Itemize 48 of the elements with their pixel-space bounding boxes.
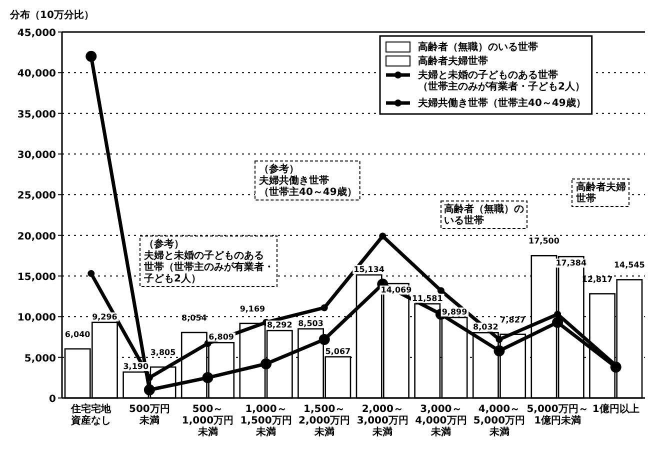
x-tick-label: 500～1,000万円未満 [182,404,234,438]
x-tick-label: 4,000～5,000万円未満 [473,404,526,438]
y-tick-label: 15,000 [17,272,56,283]
data-label: 9,169 [240,304,266,314]
data-label: 7,827 [500,315,526,324]
data-label: 14,545 [614,260,646,270]
data-label: 8,292 [266,320,292,330]
y-tick-label: 40,000 [17,68,56,80]
legend-label: 夫婦と未婚の子どものある世帯（世帯主のみが有業者・子ども2人） [417,69,585,92]
annotation: （参考）夫婦共働き世帯（世帯主40～49歳） [258,163,357,198]
y-tick-label: 20,000 [17,231,56,242]
data-label: 9,296 [92,312,118,322]
y-tick-label: 10,000 [17,312,56,324]
legend-label: 高齢者夫婦世帯 [418,55,488,67]
y-tick-label: 45,000 [17,28,56,39]
y-tick-label: 5,000 [24,353,56,364]
x-tick-label: 住宅宅地資産なし [70,403,112,426]
data-label: 11,581 [412,294,444,303]
annotation: 高齢者（無職）のいる世帯 [444,203,524,226]
y-tick-label: 30,000 [17,150,56,161]
annotation: 高齢者夫婦世帯 [575,181,626,204]
y-axis-title: 分布（10万分比） [9,9,94,21]
x-tick-label: 500万円未満 [129,404,170,426]
x-tick-label: 3,000～4,000万円未満 [415,404,467,438]
data-label: 9,899 [442,307,468,316]
x-tick-label: 1,000～1,500万円未満 [240,404,292,438]
data-label: 8,503 [298,318,324,328]
legend-label: 夫婦共働き世帯（世帯主40～49歳） [417,97,586,109]
data-label: 6,040 [64,330,91,339]
data-label: 5,067 [325,346,351,356]
x-tick-label: 1億円以上 [592,403,640,415]
data-label: 8,054 [182,313,208,322]
data-label: 8,032 [473,322,498,332]
x-tick-label: 2,000～3,000万円未満 [356,404,408,438]
data-label: 3,190 [123,362,149,372]
data-label: 17,384 [556,258,587,268]
y-tick-label: 25,000 [17,190,56,202]
y-tick-label: 0 [49,394,56,405]
y-tick-label: 35,000 [17,109,56,120]
legend-label: 高齢者（無職）のいる世帯 [418,41,538,53]
data-label: 17,500 [528,236,560,246]
data-label: 3,805 [150,348,176,358]
data-label: 6,809 [208,332,234,342]
data-label: 15,134 [354,264,385,274]
x-tick-label: 1,500～2,000万円未満 [298,404,350,438]
x-tick-label: 5,000万円～1億円未満 [526,404,588,426]
data-label: 14,069 [380,286,412,295]
annotation: （参考）夫婦と未婚の子どものある世帯（世帯主のみが有業者・子ども2人） [143,238,274,284]
